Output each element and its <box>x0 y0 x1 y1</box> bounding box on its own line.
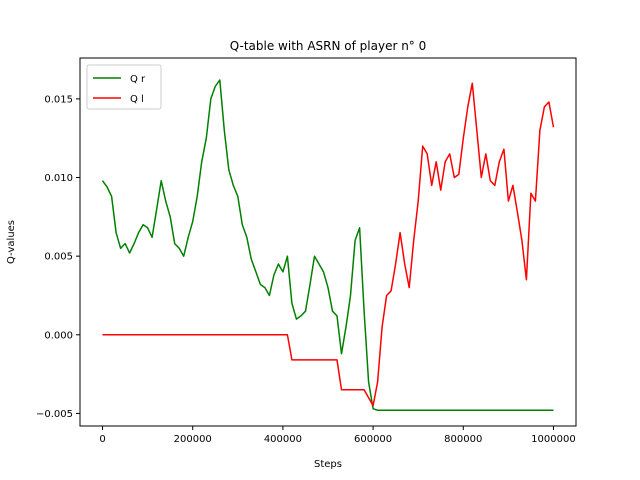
legend-label-1: Q l <box>130 94 144 105</box>
x-axis-ticks: 0 200000 400000 600000 800000 1000000 <box>99 426 576 445</box>
x-tick-label: 400000 <box>264 434 302 445</box>
x-tick-label: 0 <box>99 434 105 445</box>
x-tick-label: 1000000 <box>531 434 576 445</box>
y-tick-label: −0.005 <box>36 409 73 420</box>
x-tick-label: 200000 <box>174 434 212 445</box>
y-axis-ticks: −0.005 0.000 0.005 0.010 0.015 <box>36 94 80 420</box>
legend-box <box>86 64 162 110</box>
x-tick-label: 600000 <box>354 434 392 445</box>
x-tick-label: 800000 <box>444 434 482 445</box>
legend-label-0: Q r <box>130 74 146 85</box>
series-line-0 <box>101 79 554 412</box>
y-tick-label: 0.000 <box>44 330 73 341</box>
y-tick-label: 0.015 <box>44 94 73 105</box>
y-axis-label: Q-values <box>6 220 17 264</box>
y-tick-label: 0.005 <box>44 252 73 263</box>
y-tick-label: 0.010 <box>44 173 73 184</box>
x-axis-label: Steps <box>314 459 342 470</box>
legend: Q r Q l <box>86 64 162 110</box>
plot-series-group <box>101 79 555 412</box>
plot-frame <box>79 57 577 427</box>
series-line-1 <box>102 82 555 407</box>
chart-title: Q-table with ASRN of player n° 0 <box>230 39 427 53</box>
